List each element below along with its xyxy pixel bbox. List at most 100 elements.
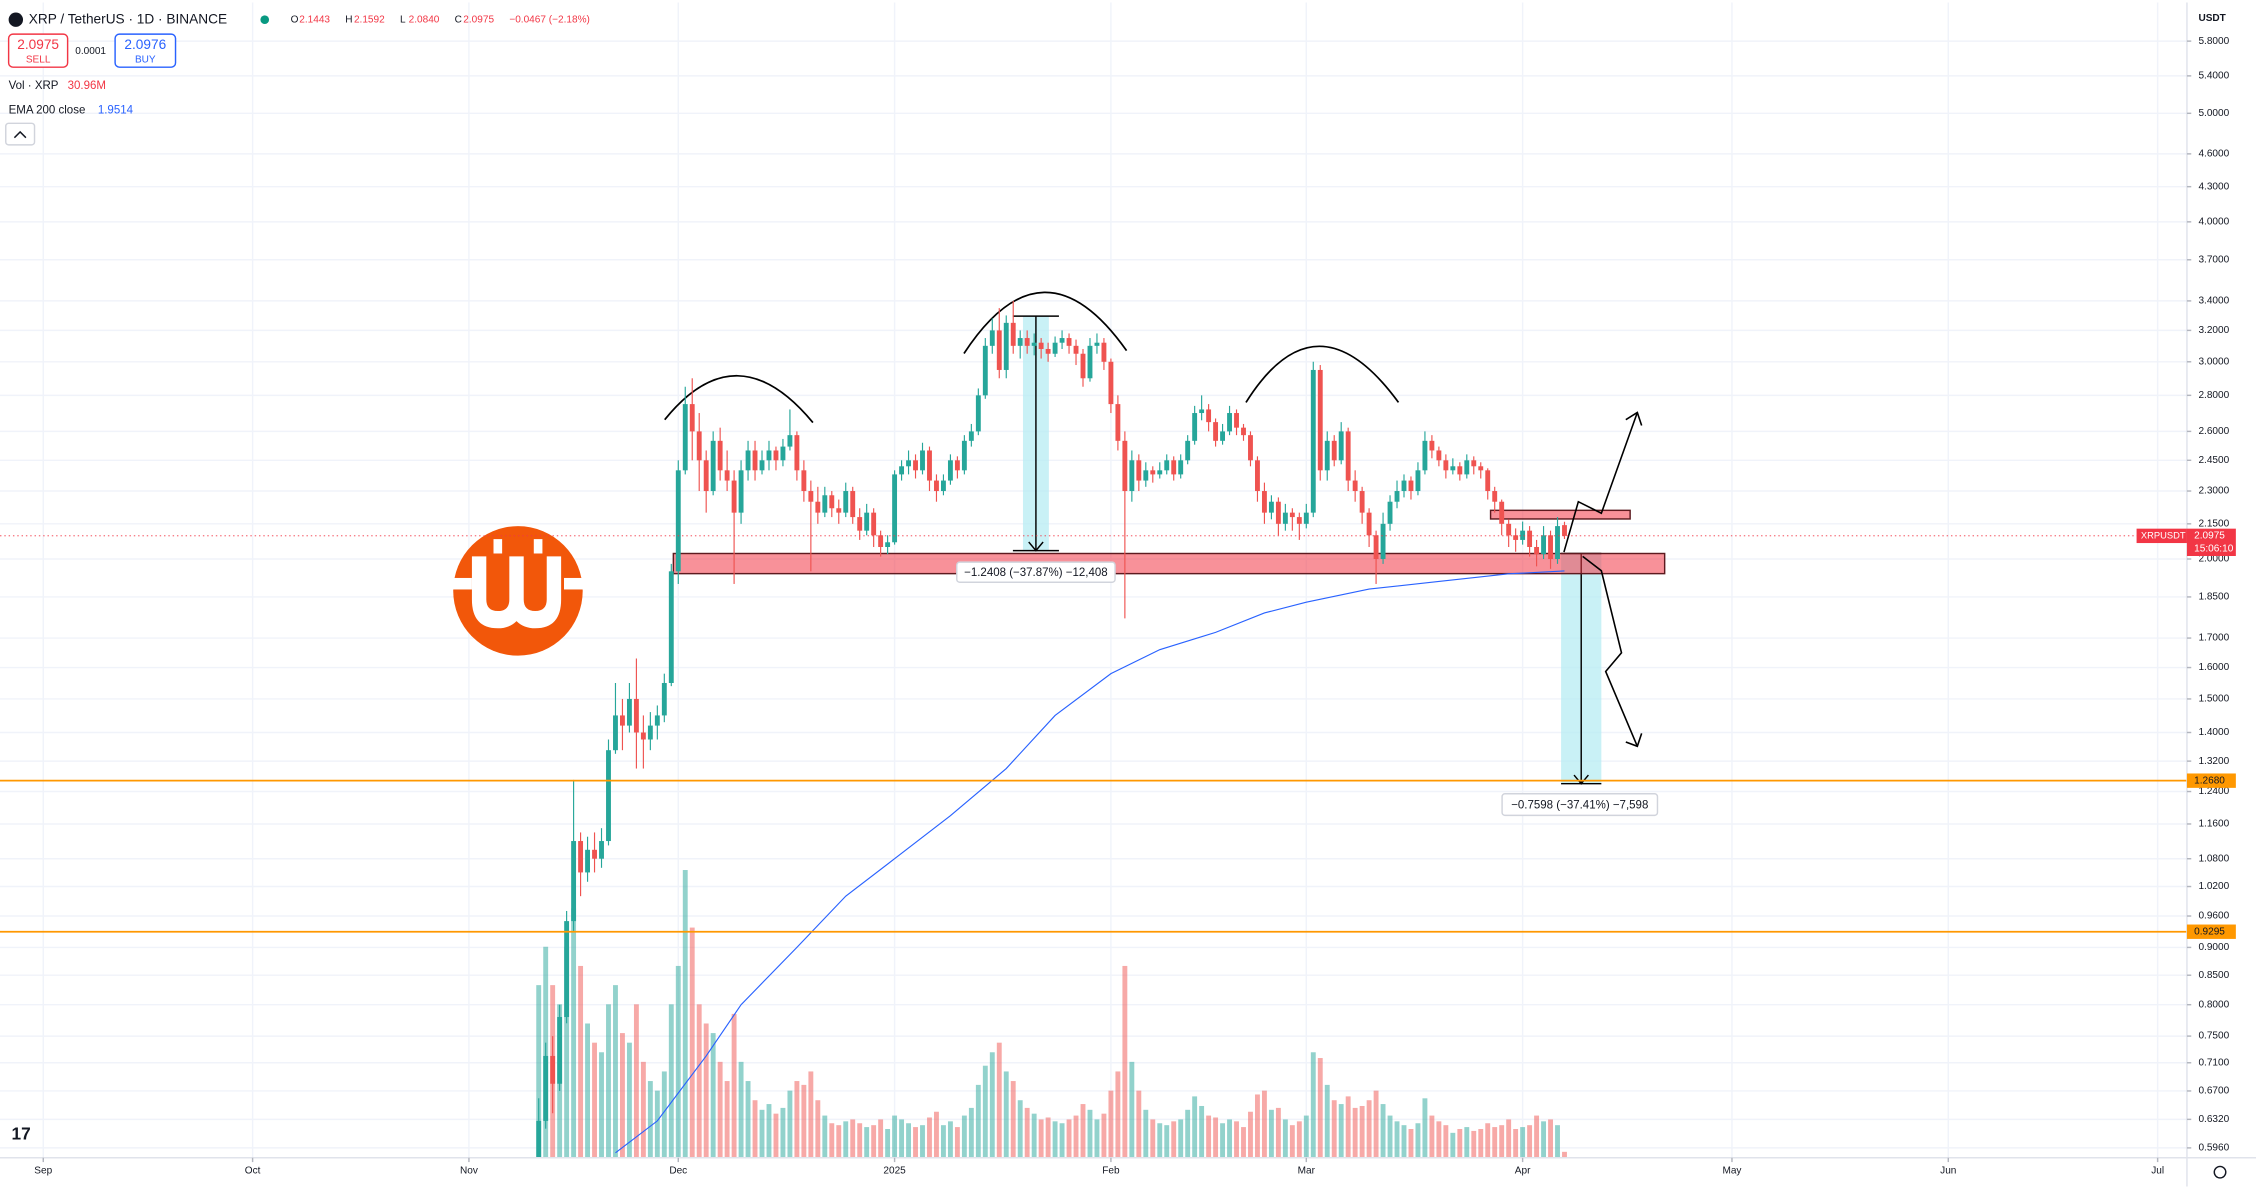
candle-body [906,460,911,467]
candle-body [1520,530,1526,540]
ohlc-value: 2.0975 [463,14,494,25]
y-tick-label: 0.8000 [2198,999,2229,1010]
candle-body [1080,353,1086,379]
level-label: 1.2680 [2194,775,2225,786]
volume-bar [899,1119,905,1158]
volume-bar [1534,1115,1540,1158]
volume-bar [1520,1127,1526,1158]
candle-body [752,450,758,471]
candle-body [822,495,828,513]
ohlc-key: L [400,14,406,25]
candle-body [996,330,1002,370]
candle-body [836,508,842,513]
volume-bar [1080,1104,1086,1158]
candle-body [536,1120,542,1158]
candle-body [871,512,877,536]
candle-body [1227,413,1232,432]
measure-label: −0.7598 (−37.41%) −7,598 [1511,799,1648,811]
y-tick-label: 0.7100 [2198,1057,2229,1068]
volume-bar [871,1125,877,1158]
volume-bar [578,965,584,1158]
candle-body [1220,431,1226,441]
volume-bar [647,1081,653,1158]
logo [451,526,585,656]
buy-button[interactable] [114,33,177,68]
y-tick-label: 2.8000 [2198,390,2229,401]
candle-body [1310,369,1316,513]
candle-body [773,450,779,461]
volume-bar [1178,1119,1184,1158]
candle-body [1408,480,1414,492]
candle-body [1422,440,1428,471]
volume-bar [1268,1109,1274,1158]
candle-body [759,460,765,471]
candle-body [633,698,639,733]
price-axis [2186,2,2256,1187]
buy-label: BUY [135,55,156,66]
sell-price: 2.0975 [17,37,59,52]
settings-icon[interactable] [2213,1165,2227,1179]
volume-bar [633,1004,639,1158]
candle-body [864,512,870,531]
candle-body [1436,450,1442,461]
volume-bar [1331,1100,1337,1158]
candle-body [1394,491,1400,502]
logo-bar [533,539,543,554]
y-tick-label: 2.1500 [2198,518,2229,529]
volume-bar [1317,1058,1323,1158]
volume-bar [843,1121,849,1158]
ohlc-change: −0.0467 (−2.18%) [509,14,590,25]
logo-bar [493,539,503,554]
volume-bar [1255,1094,1260,1158]
countdown: 15:06:10 [2194,543,2234,554]
price-layer [0,300,2187,1158]
candle-body [1478,466,1484,471]
candle-body [1429,440,1435,451]
candle-body [1073,345,1079,354]
y-tick-label: 0.7500 [2198,1031,2229,1042]
volume-bar [731,1013,737,1158]
y-tick-label: 1.5000 [2198,694,2229,705]
candle-body [592,849,597,859]
volume-bar [1401,1125,1407,1158]
candle-body [724,470,730,481]
volume-bar [1185,1109,1191,1158]
volume-bar [1562,1151,1567,1158]
candle-body [1338,431,1344,461]
candle-body [1206,409,1212,423]
support-zone [672,552,1666,575]
volume-bar [585,1023,590,1158]
volume-bar [1143,1109,1149,1158]
y-tick-label: 1.2400 [2198,786,2229,797]
y-tick-label: 0.9600 [2198,911,2229,922]
volume-bar [1213,1117,1219,1158]
x-tick-label: Nov [460,1165,478,1176]
candle-body [766,450,772,461]
volume-bar [640,1061,646,1158]
grid [0,2,2187,1158]
level-label: 0.9295 [2194,926,2225,937]
volume-bar [1443,1125,1449,1158]
candle-body [1178,460,1184,475]
volume-bar [661,1071,667,1158]
candle-body [640,732,646,740]
volume-bar [1478,1129,1484,1158]
volume-bar [996,1042,1002,1158]
volume-bar [808,1071,814,1158]
volume-bar [1527,1125,1533,1158]
candle-body [703,460,709,492]
candle-body [1192,413,1198,441]
candle-body [675,470,681,572]
candle-body [1527,530,1533,547]
volume-bar [571,908,577,1158]
candle-body [829,495,835,509]
sell-button[interactable] [7,33,69,68]
candle-body [1373,535,1379,560]
volume-bar [1499,1125,1505,1158]
volume-bar [1541,1121,1546,1158]
x-tick-label: Feb [1102,1165,1120,1176]
collapse-button[interactable] [5,122,36,146]
volume-bar [1101,1113,1107,1158]
candle-body [682,404,688,471]
volume-bar [1192,1096,1198,1158]
